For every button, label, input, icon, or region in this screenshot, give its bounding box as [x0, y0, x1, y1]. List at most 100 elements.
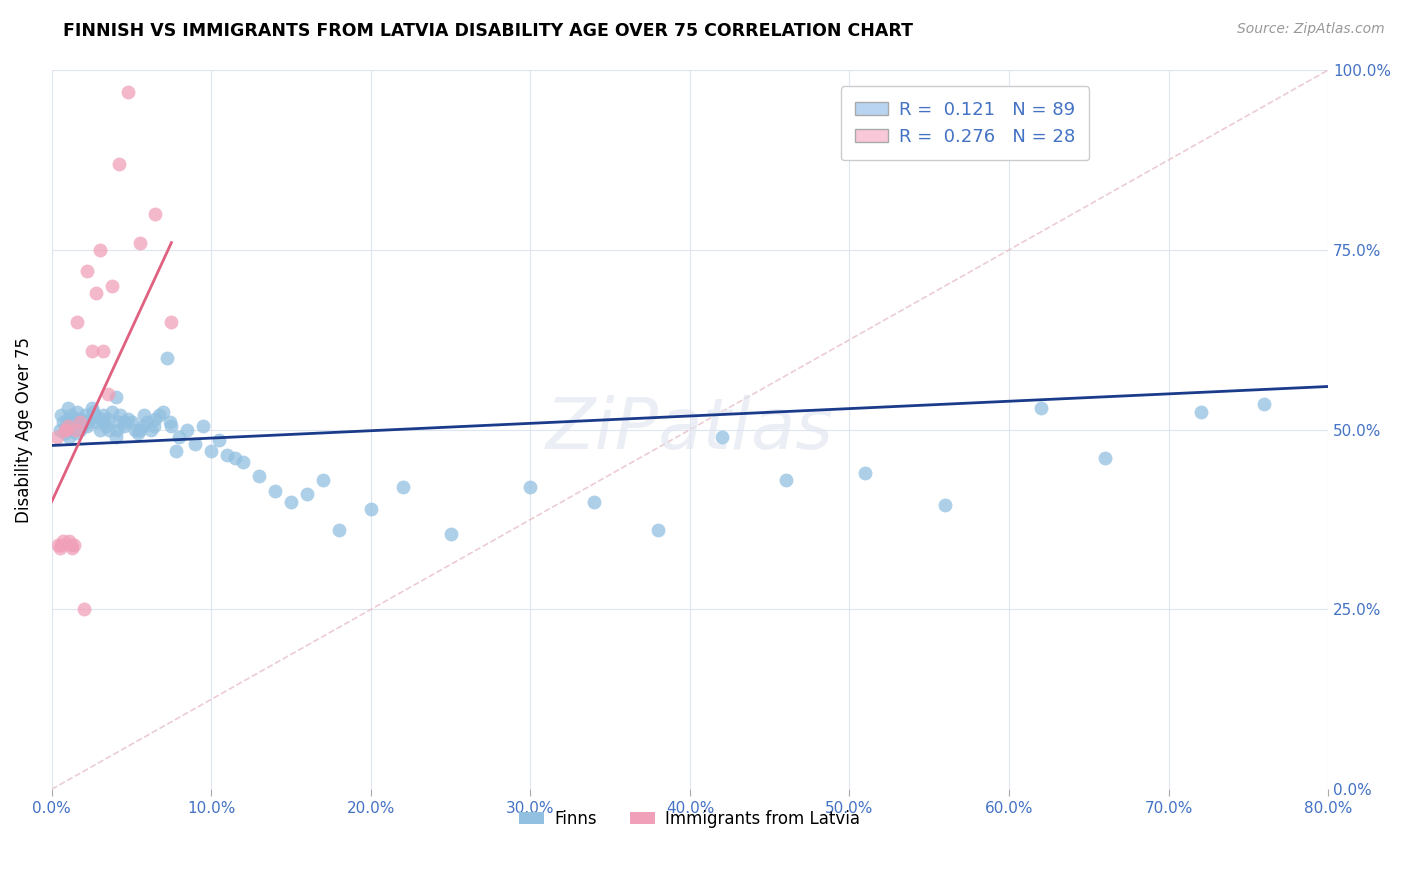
Point: [48, 423, 70, 437]
Point: [66, 315, 89, 329]
Point: [79, 412, 101, 426]
Point: [69, 416, 91, 430]
Point: [295, 487, 318, 501]
Point: [83, 409, 105, 423]
Point: [104, 390, 127, 404]
Point: [89, 243, 111, 257]
Point: [105, 423, 128, 437]
Point: [53, 423, 76, 437]
Point: [328, 524, 350, 538]
Point: [51, 538, 73, 552]
Point: [110, 409, 132, 423]
Point: [121, 416, 143, 430]
Text: ZiPatlas: ZiPatlas: [546, 395, 834, 464]
Point: [59, 423, 82, 437]
Point: [128, 235, 150, 250]
Point: [148, 409, 170, 423]
Point: [91, 343, 114, 358]
Point: [58, 534, 80, 549]
Point: [208, 434, 231, 448]
Point: [142, 419, 165, 434]
Point: [934, 498, 956, 512]
Point: [70, 419, 93, 434]
Point: [69, 412, 91, 426]
Point: [76, 264, 98, 278]
Point: [224, 451, 246, 466]
Point: [156, 351, 179, 365]
Point: [52, 534, 75, 549]
Point: [104, 430, 127, 444]
Point: [280, 494, 302, 508]
Point: [160, 419, 183, 434]
Point: [55, 419, 77, 434]
Point: [45, 430, 67, 444]
Point: [97, 386, 120, 401]
Point: [107, 156, 129, 170]
Point: [145, 412, 167, 426]
Point: [145, 207, 167, 221]
Point: [48, 541, 70, 556]
Y-axis label: Disability Age Over 75: Disability Age Over 75: [15, 336, 32, 523]
Point: [93, 416, 115, 430]
Point: [136, 416, 159, 430]
Point: [82, 405, 104, 419]
Point: [165, 444, 187, 458]
Point: [73, 602, 96, 616]
Point: [312, 473, 335, 487]
Point: [101, 405, 124, 419]
Point: [63, 538, 86, 552]
Point: [67, 416, 90, 430]
Point: [86, 416, 108, 430]
Text: FINNISH VS IMMIGRANTS FROM LATVIA DISABILITY AGE OVER 75 CORRELATION CHART: FINNISH VS IMMIGRANTS FROM LATVIA DISABI…: [63, 22, 914, 40]
Point: [152, 405, 174, 419]
Point: [56, 412, 79, 426]
Point: [117, 412, 139, 426]
Point: [53, 426, 76, 441]
Point: [127, 426, 149, 441]
Point: [77, 416, 100, 430]
Text: Source: ZipAtlas.com: Source: ZipAtlas.com: [1237, 22, 1385, 37]
Point: [114, 416, 136, 430]
Point: [56, 419, 79, 434]
Point: [76, 419, 98, 434]
Point: [160, 315, 183, 329]
Point: [56, 401, 79, 415]
Point: [73, 416, 96, 430]
Point: [139, 423, 162, 437]
Point: [66, 405, 89, 419]
Point: [217, 448, 239, 462]
Point: [134, 409, 156, 423]
Point: [97, 412, 120, 426]
Point: [200, 444, 222, 458]
Point: [117, 85, 139, 99]
Point: [247, 469, 270, 483]
Point: [124, 423, 146, 437]
Point: [52, 416, 75, 430]
Point: [439, 527, 461, 541]
Point: [46, 538, 69, 552]
Point: [59, 409, 82, 423]
Point: [107, 416, 129, 430]
Point: [112, 419, 135, 434]
Point: [58, 430, 80, 444]
Point: [1189, 405, 1212, 419]
Point: [131, 419, 153, 434]
Point: [519, 480, 541, 494]
Point: [86, 285, 108, 300]
Point: [1029, 401, 1052, 415]
Point: [1094, 451, 1116, 466]
Point: [65, 426, 87, 441]
Point: [69, 423, 91, 437]
Point: [169, 430, 191, 444]
Point: [128, 423, 150, 437]
Point: [75, 409, 97, 423]
Point: [59, 538, 82, 552]
Point: [710, 430, 733, 444]
Point: [176, 423, 198, 437]
Point: [89, 423, 111, 437]
Point: [80, 343, 103, 358]
Legend: Finns, Immigrants from Latvia: Finns, Immigrants from Latvia: [513, 804, 868, 835]
Point: [360, 501, 382, 516]
Point: [62, 541, 84, 556]
Point: [80, 401, 103, 415]
